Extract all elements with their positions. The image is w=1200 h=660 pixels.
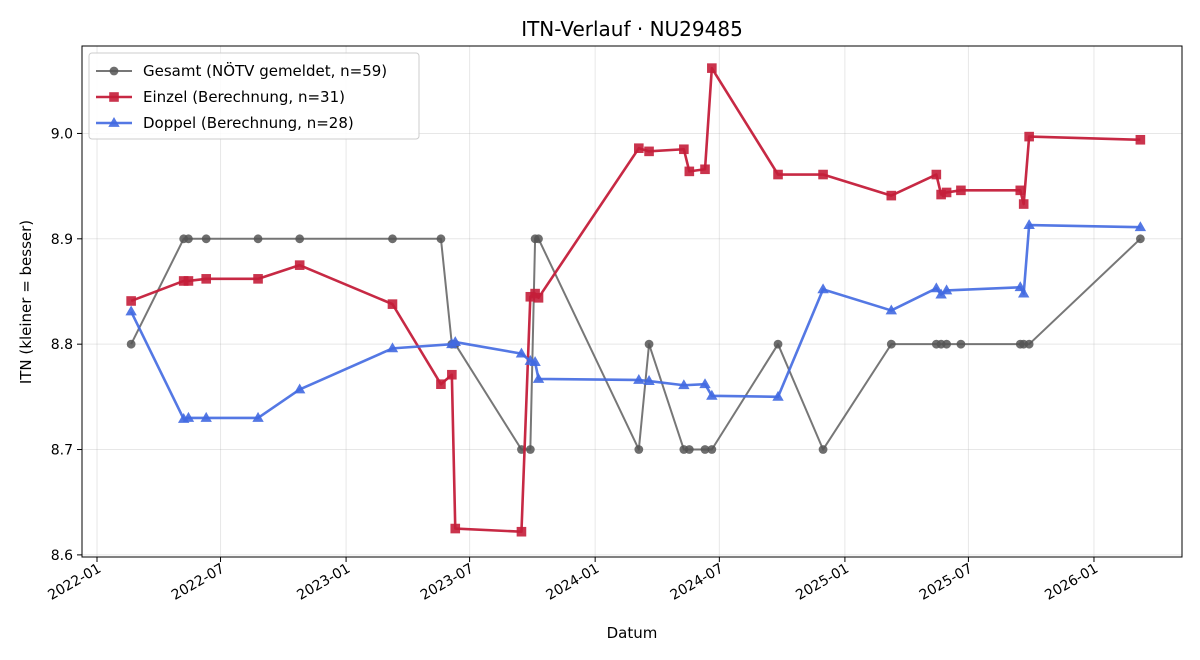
legend-label: Einzel (Berechnung, n=31) xyxy=(143,88,345,106)
data-point xyxy=(818,169,828,180)
data-point xyxy=(942,339,951,349)
data-point xyxy=(182,411,195,422)
y-tick-label: 9.0 xyxy=(51,126,73,142)
data-point xyxy=(773,169,783,180)
data-point xyxy=(183,276,194,286)
data-point xyxy=(516,526,527,537)
data-point xyxy=(936,189,946,200)
data-point xyxy=(773,339,783,349)
data-point xyxy=(387,299,398,309)
data-point xyxy=(707,63,717,73)
data-point xyxy=(818,445,828,454)
data-point xyxy=(1024,339,1034,349)
data-point xyxy=(1023,219,1035,230)
data-point xyxy=(930,282,943,293)
chart-title: ITN-Verlauf · NU29485 xyxy=(521,17,743,41)
data-point xyxy=(886,339,896,349)
data-point xyxy=(532,372,545,383)
data-point xyxy=(1134,221,1147,232)
series-1 xyxy=(126,234,1145,454)
data-point xyxy=(525,445,535,454)
data-point xyxy=(885,304,898,315)
data-point xyxy=(684,445,694,454)
series-3 xyxy=(125,219,1147,423)
data-point xyxy=(126,296,136,306)
x-axis-title: Datum xyxy=(607,624,658,642)
data-point xyxy=(644,146,654,157)
data-point xyxy=(294,260,305,270)
plot-frame xyxy=(81,45,1183,558)
data-point xyxy=(886,190,897,201)
data-point xyxy=(684,166,695,177)
data-point xyxy=(1024,131,1034,142)
data-point xyxy=(633,373,645,384)
legend-marker xyxy=(109,92,119,102)
data-point xyxy=(1017,287,1030,298)
data-point xyxy=(252,411,264,422)
y-tick-label: 8.7 xyxy=(51,443,73,459)
data-point xyxy=(634,445,644,454)
y-tick-label: 8.8 xyxy=(51,337,73,353)
data-point xyxy=(534,234,543,244)
data-point xyxy=(1018,199,1029,209)
data-point xyxy=(200,411,212,422)
data-point xyxy=(1135,134,1146,145)
data-point xyxy=(388,234,397,244)
series-layer xyxy=(125,63,1147,537)
data-point xyxy=(699,378,711,389)
data-point xyxy=(436,234,446,244)
data-point xyxy=(436,379,446,390)
data-point xyxy=(956,185,966,196)
data-point xyxy=(447,369,457,380)
data-point xyxy=(253,234,263,244)
data-point xyxy=(529,356,541,366)
data-point xyxy=(201,274,211,284)
data-point xyxy=(293,383,306,394)
data-point xyxy=(678,379,690,390)
legend-marker xyxy=(109,66,119,76)
data-point xyxy=(1135,234,1145,244)
data-point xyxy=(707,445,717,454)
legend-label: Doppel (Berechnung, n=28) xyxy=(143,114,354,132)
data-point xyxy=(679,144,689,155)
data-point xyxy=(386,342,399,353)
data-point xyxy=(700,164,710,175)
y-tick-label: 8.6 xyxy=(51,548,73,564)
legend-box xyxy=(88,52,420,140)
data-point xyxy=(515,347,528,358)
data-point xyxy=(201,234,211,244)
legend-label: Gesamt (NÖTV gemeldet, n=59) xyxy=(143,61,387,80)
data-point xyxy=(634,143,644,153)
data-point xyxy=(940,284,953,295)
data-point xyxy=(1015,185,1026,196)
data-point xyxy=(931,169,942,180)
data-point xyxy=(184,234,193,244)
data-point xyxy=(125,305,137,316)
data-point xyxy=(817,283,829,294)
data-point xyxy=(772,390,784,401)
data-point xyxy=(450,523,461,534)
data-point xyxy=(295,234,305,244)
data-point xyxy=(643,375,655,385)
y-axis-title: ITN (kleiner = besser) xyxy=(17,220,35,384)
data-point xyxy=(533,293,544,303)
data-point xyxy=(449,336,461,346)
data-point xyxy=(644,339,654,349)
data-point xyxy=(935,288,947,299)
data-point xyxy=(126,339,136,349)
data-point xyxy=(253,274,263,284)
legend: Gesamt (NÖTV gemeldet, n=59) Einzel (Bere… xyxy=(88,52,420,140)
data-point xyxy=(956,339,966,349)
data-point xyxy=(706,389,718,400)
data-point xyxy=(700,445,710,454)
legend-marker xyxy=(108,117,120,127)
data-point xyxy=(941,187,952,198)
y-tick-label: 8.9 xyxy=(51,232,73,248)
series-2 xyxy=(126,63,1146,537)
